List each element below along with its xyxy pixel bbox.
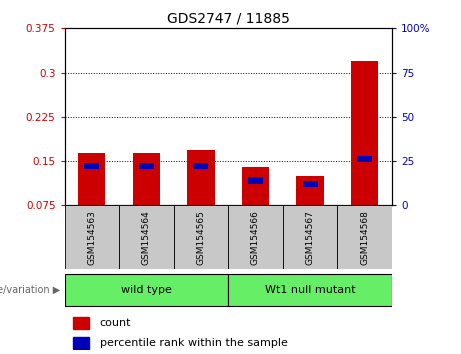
Bar: [242, 167, 269, 205]
Bar: [139, 163, 154, 170]
Bar: [65, 205, 119, 269]
Bar: [248, 177, 263, 184]
Bar: [174, 205, 228, 269]
Text: GSM154566: GSM154566: [251, 210, 260, 265]
Text: GSM154564: GSM154564: [142, 210, 151, 264]
Bar: [84, 163, 99, 170]
Bar: [187, 150, 214, 205]
Bar: [65, 274, 228, 306]
Text: GSM154568: GSM154568: [360, 210, 369, 265]
Bar: [73, 317, 89, 329]
Bar: [228, 205, 283, 269]
Title: GDS2747 / 11885: GDS2747 / 11885: [167, 12, 290, 26]
Text: genotype/variation ▶: genotype/variation ▶: [0, 285, 60, 295]
Text: percentile rank within the sample: percentile rank within the sample: [100, 338, 288, 348]
Bar: [119, 205, 174, 269]
Text: count: count: [100, 318, 131, 328]
Bar: [296, 176, 324, 205]
Bar: [73, 337, 89, 348]
Bar: [78, 153, 106, 205]
Bar: [302, 181, 318, 187]
Text: wild type: wild type: [121, 285, 172, 295]
Text: GSM154567: GSM154567: [306, 210, 314, 265]
Bar: [351, 61, 378, 205]
Text: GSM154563: GSM154563: [87, 210, 96, 265]
Text: Wt1 null mutant: Wt1 null mutant: [265, 285, 355, 295]
Bar: [283, 205, 337, 269]
Bar: [228, 274, 392, 306]
Bar: [337, 205, 392, 269]
Text: GSM154565: GSM154565: [196, 210, 206, 265]
Bar: [133, 153, 160, 205]
Bar: [357, 156, 372, 162]
Bar: [194, 163, 208, 170]
